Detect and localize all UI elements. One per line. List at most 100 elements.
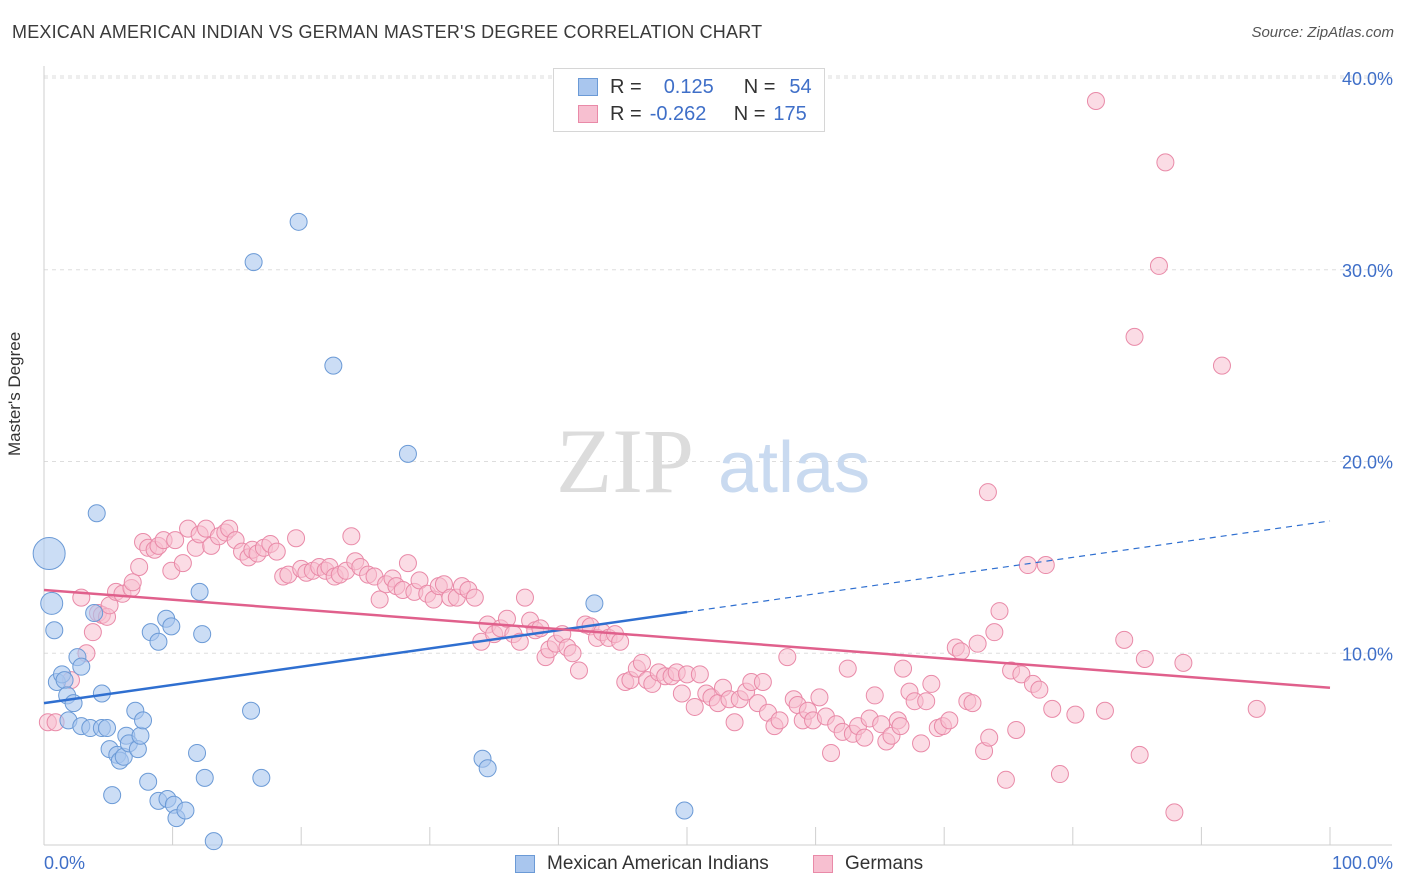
mexican-american-indians-point: [193, 625, 212, 644]
y-tick-label: 10.0%: [1342, 644, 1393, 664]
germans-point: [632, 653, 651, 672]
mexican-american-indians-point: [188, 743, 207, 762]
germans-point: [563, 644, 582, 663]
mexican-american-indians-point: [98, 719, 117, 738]
legend-n-label: N =: [743, 75, 776, 98]
germans-point: [1156, 153, 1175, 172]
germans-point: [891, 717, 910, 736]
mexican-american-indians-point: [242, 701, 261, 720]
germans-point: [173, 554, 192, 573]
germans-point: [872, 715, 891, 734]
x-tick-label-max: 100.0%: [1332, 853, 1393, 873]
mexican-american-indians-point: [195, 768, 214, 787]
mexican-american-indians-point: [134, 711, 153, 730]
germans-point: [894, 659, 913, 678]
germans-point: [1115, 630, 1134, 649]
legend-r-value: 0.125: [663, 75, 714, 98]
germans-point: [1018, 556, 1037, 575]
mexican-american-indians-point: [149, 632, 168, 651]
germans-point: [1135, 650, 1154, 669]
mexican-american-indians-point: [478, 759, 497, 778]
chart-title: MEXICAN AMERICAN INDIAN VS GERMAN MASTER…: [12, 22, 763, 42]
germans-point: [370, 590, 389, 609]
y-tick-label: 40.0%: [1342, 69, 1393, 89]
mexican-american-indians-point: [40, 591, 64, 615]
germans-point: [838, 659, 857, 678]
germans-point: [1149, 256, 1168, 275]
trend-lines: [43, 520, 1331, 705]
germans-point: [725, 713, 744, 732]
blue-trend-extension: [686, 520, 1331, 613]
germans-point: [672, 684, 691, 703]
germans-point: [855, 728, 874, 747]
pink-trend-line: [43, 588, 1331, 690]
germans-point: [1030, 680, 1049, 699]
germans-point: [917, 692, 936, 711]
mexican-american-indians-point: [324, 356, 343, 375]
legend-box: R = 0.125 N = 54 R = -0.262 N = 175: [553, 68, 825, 132]
germans-point: [770, 711, 789, 730]
legend-swatch-blue: [578, 78, 598, 96]
mexican-american-indians-point: [103, 786, 122, 805]
germans-point: [398, 554, 417, 573]
germans-point: [1036, 556, 1055, 575]
mexican-american-indians-point: [398, 444, 417, 463]
germans-point: [690, 665, 709, 684]
germans-point: [968, 634, 987, 653]
legend-r-label: R =: [610, 102, 642, 125]
germans-point: [822, 743, 841, 762]
germans-point: [1247, 699, 1266, 718]
legend-swatch-pink: [578, 105, 598, 123]
y-tick-label: 30.0%: [1342, 261, 1393, 281]
legend-row-blue: R = 0.125 N = 54: [578, 75, 812, 99]
germans-point: [951, 642, 970, 661]
germans-point: [980, 728, 999, 747]
germans-point: [753, 673, 772, 692]
germans-point: [990, 602, 1009, 621]
watermark-zip: ZIP: [556, 410, 694, 512]
germans-point: [810, 688, 829, 707]
germans-point: [1007, 720, 1026, 739]
bottom-legend-blue: Mexican American Indians: [515, 851, 769, 877]
bottom-legend-swatch-pink: [813, 855, 833, 873]
germans-point: [515, 588, 534, 607]
germans-points: [38, 92, 1266, 822]
legend-row-pink: R = -0.262 N = 175: [578, 102, 807, 126]
germans-point: [83, 623, 102, 642]
germans-point: [1212, 356, 1231, 375]
germans-point: [865, 686, 884, 705]
germans-point: [1125, 327, 1144, 346]
mexican-american-indians-point: [45, 621, 64, 640]
mexican-american-indians-point: [675, 801, 694, 820]
germans-point: [940, 711, 959, 730]
germans-point: [497, 609, 516, 628]
germans-point: [685, 697, 704, 716]
germans-point: [922, 674, 941, 693]
mexican-american-indians-point: [190, 582, 209, 601]
germans-point: [287, 529, 306, 548]
germans-point: [130, 557, 149, 576]
germans-point: [1086, 92, 1105, 111]
bottom-legend-label: Mexican American Indians: [547, 853, 769, 874]
legend-n-label: N =: [733, 102, 766, 125]
germans-point: [985, 623, 1004, 642]
mexican-american-indians-point: [55, 671, 74, 690]
mexican-american-indians-point: [72, 657, 91, 676]
mexican-american-indians-point: [87, 504, 106, 523]
mexican-american-indians-point: [244, 253, 263, 272]
germans-point: [123, 573, 142, 592]
mexican-american-indians-point: [162, 617, 181, 636]
y-tick-label: 20.0%: [1342, 453, 1393, 473]
germans-point: [465, 588, 484, 607]
watermark-atlas: atlas: [718, 428, 870, 508]
bottom-legend-pink: Germans: [813, 851, 923, 877]
germans-point: [963, 694, 982, 713]
germans-point: [1012, 665, 1031, 684]
germans-point: [267, 542, 286, 561]
germans-point: [978, 483, 997, 502]
germans-point: [996, 770, 1015, 789]
blue-trend-line: [43, 610, 688, 705]
grid: [44, 75, 1392, 654]
germans-point: [1043, 699, 1062, 718]
